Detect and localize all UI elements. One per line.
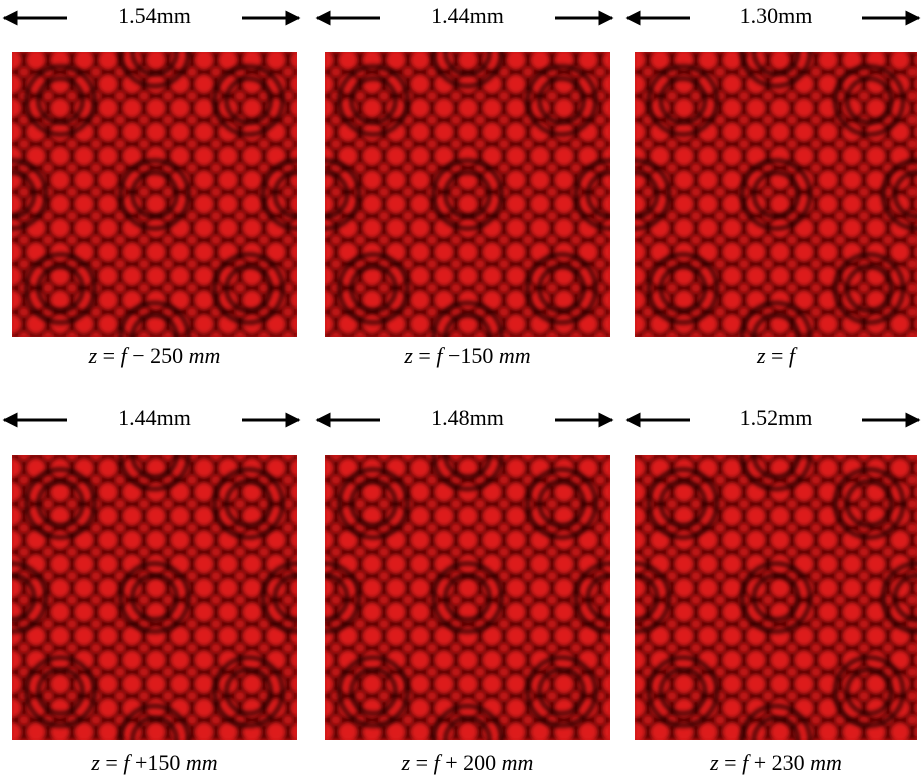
caption-part: z (90, 750, 100, 775)
figure: 1.54mmz = f − 250 mm1.44mmz = f −150 mm1… (0, 0, 921, 779)
pattern-image (601, 421, 921, 774)
caption: z = f −150 mm (403, 343, 530, 368)
caption-part: +150 (129, 750, 185, 775)
caption: z = f (756, 343, 798, 368)
caption-part: z (401, 750, 411, 775)
image-dots (325, 455, 610, 740)
panel: 1.30mm z = f (601, 3, 921, 371)
width-label: 1.48mm (431, 405, 504, 430)
width-label: 1.44mm (431, 3, 504, 28)
caption-part: = (413, 343, 436, 368)
caption-part: = (100, 750, 123, 775)
caption-part: z (709, 750, 719, 775)
caption-part: = (410, 750, 433, 775)
caption-part: z (756, 343, 766, 368)
caption-part: = (97, 343, 120, 368)
caption-part: mm (499, 343, 531, 368)
panel: 1.44mm z = f +150 mm (0, 405, 331, 775)
pattern-image (601, 18, 921, 371)
panel: 1.44mm z = f −150 mm (291, 3, 644, 371)
caption-part: − 250 (127, 343, 189, 368)
panel: 1.54mm z = f − 250 mm (0, 3, 331, 371)
caption-part: + 230 (748, 750, 810, 775)
caption-part: = (766, 343, 789, 368)
image-dots (635, 52, 917, 337)
caption-part: mm (189, 343, 221, 368)
image-dots (12, 455, 297, 740)
caption: z = f +150 mm (90, 750, 217, 775)
caption: z = f + 230 mm (709, 750, 842, 775)
caption-part: −150 (442, 343, 498, 368)
width-label: 1.54mm (118, 3, 191, 28)
width-label: 1.44mm (118, 405, 191, 430)
caption: z = f + 200 mm (401, 750, 534, 775)
caption-part: z (88, 343, 98, 368)
image-dots (325, 52, 610, 337)
caption-part: mm (186, 750, 218, 775)
caption-part: + 200 (440, 750, 502, 775)
image-dots (12, 52, 297, 337)
panel: 1.48mm z = f + 200 mm (291, 405, 644, 775)
width-label: 1.52mm (740, 405, 813, 430)
pattern-image (291, 421, 644, 774)
caption-part: mm (810, 750, 842, 775)
width-label: 1.30mm (740, 3, 813, 28)
caption: z = f − 250 mm (88, 343, 221, 368)
panel: 1.52mm z = f + 230 mm (601, 405, 921, 775)
pattern-image (0, 421, 331, 774)
image-dots (635, 455, 917, 740)
pattern-image (0, 18, 331, 371)
caption-part: z (403, 343, 413, 368)
caption-part: f (789, 343, 798, 368)
caption-part: = (719, 750, 742, 775)
pattern-image (291, 18, 644, 371)
caption-part: mm (502, 750, 534, 775)
